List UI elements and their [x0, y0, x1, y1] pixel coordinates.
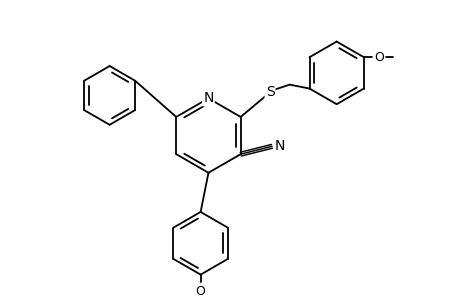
Text: N: N: [203, 91, 213, 105]
Text: O: O: [195, 285, 205, 298]
Text: O: O: [374, 51, 384, 64]
Text: N: N: [274, 139, 285, 153]
Text: S: S: [265, 85, 274, 100]
